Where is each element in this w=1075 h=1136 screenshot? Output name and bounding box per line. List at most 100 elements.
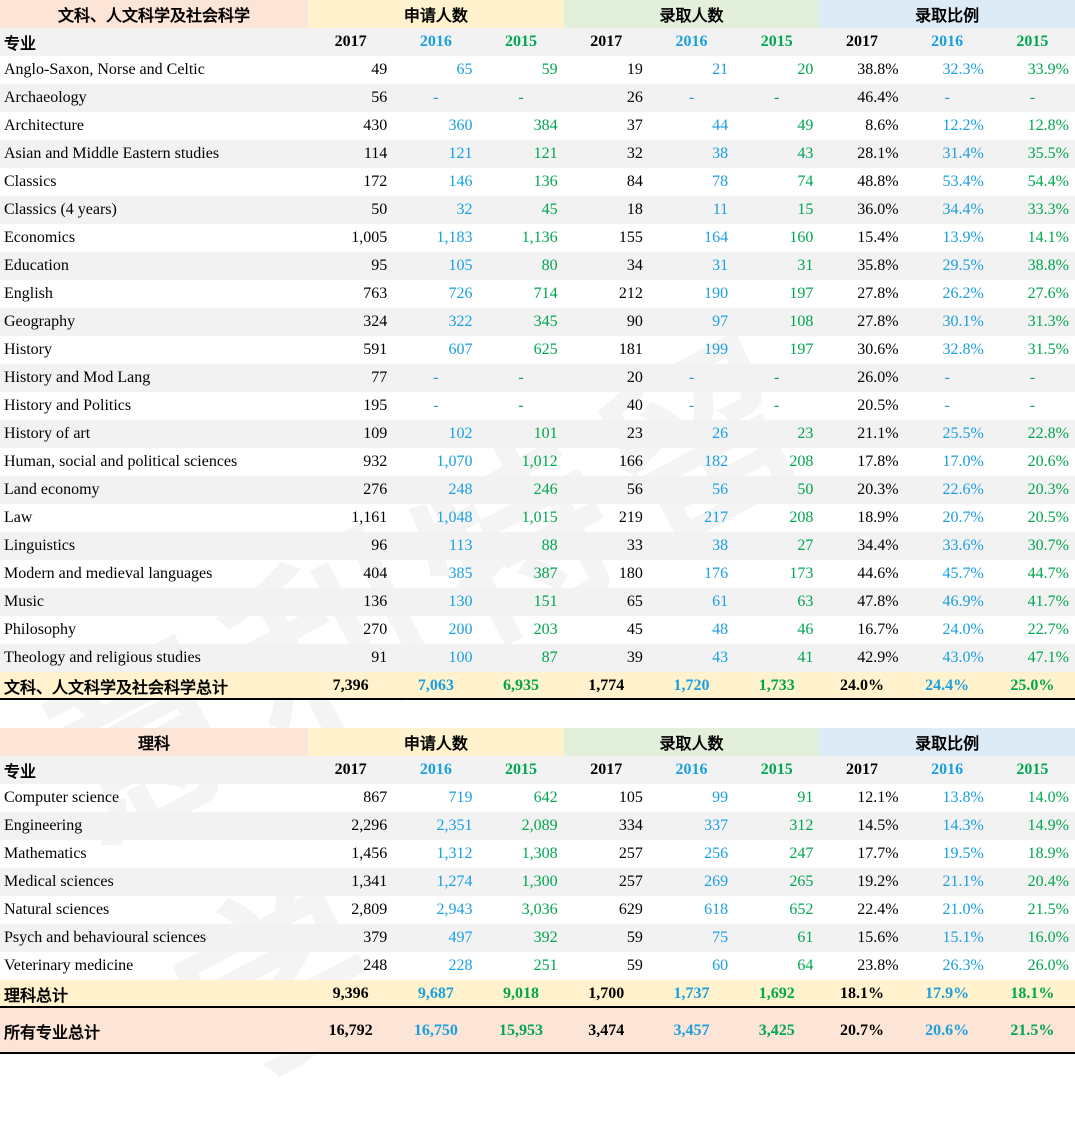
- data-cell: 48.8%: [857, 173, 899, 190]
- row-stripe: [0, 924, 1075, 952]
- data-cell: 33: [626, 537, 643, 554]
- data-cell: 65: [626, 593, 643, 610]
- data-cell: 31.3%: [1027, 313, 1069, 330]
- major-name: Philosophy: [4, 621, 77, 638]
- data-cell: 80: [541, 257, 558, 274]
- data-cell: 18: [626, 201, 643, 218]
- row-stripe: [0, 644, 1075, 672]
- data-cell: 197: [789, 285, 814, 302]
- data-cell: 56: [371, 89, 388, 106]
- data-cell: 219: [618, 509, 643, 526]
- major-name: Psych and behavioural sciences: [4, 929, 207, 946]
- major-name: Education: [4, 257, 69, 274]
- total-cell: 24.0%: [839, 677, 884, 694]
- year-label: 2017: [590, 33, 623, 50]
- data-cell: 56: [712, 481, 729, 498]
- data-cell: 38.8%: [1027, 257, 1069, 274]
- major-name: History and Politics: [4, 397, 132, 414]
- section-title: 文科、人文科学及社会科学: [57, 8, 250, 25]
- data-cell: 1,300: [521, 873, 558, 890]
- total-cell: 1,737: [673, 985, 710, 1002]
- total-cell: 1,720: [673, 677, 710, 694]
- data-cell: 20.3%: [857, 481, 899, 498]
- total-cell: 25.0%: [1010, 677, 1055, 694]
- row-stripe: [0, 364, 1075, 392]
- major-name: Linguistics: [4, 537, 76, 554]
- data-cell: 49: [797, 117, 814, 134]
- data-cell: 1,274: [436, 873, 473, 890]
- data-cell: 276: [363, 481, 388, 498]
- data-cell: 31: [712, 257, 729, 274]
- group-header: 申请人数: [403, 736, 468, 753]
- data-cell: 105: [448, 257, 473, 274]
- data-cell: -: [944, 369, 950, 386]
- data-cell: 180: [618, 565, 643, 582]
- total-border: [0, 1006, 1075, 1008]
- data-cell: -: [688, 369, 695, 386]
- year-label: 2015: [760, 761, 793, 778]
- data-cell: 12.8%: [1027, 117, 1069, 134]
- data-cell: 32: [456, 201, 473, 218]
- total-cell: 18.1%: [1010, 985, 1055, 1002]
- data-cell: 27: [797, 537, 814, 554]
- data-cell: 23: [797, 425, 814, 442]
- data-cell: 45.7%: [942, 565, 984, 582]
- total-bg: [0, 672, 1075, 700]
- data-cell: 38.8%: [857, 61, 899, 78]
- data-cell: 642: [533, 789, 558, 806]
- data-cell: 257: [618, 845, 643, 862]
- row-stripe: [0, 532, 1075, 560]
- year-label: 2017: [334, 33, 367, 50]
- major-name: Land economy: [4, 481, 100, 498]
- data-cell: 322: [448, 313, 473, 330]
- grand-total-cell: 16,750: [413, 1022, 458, 1039]
- data-cell: 618: [704, 901, 729, 918]
- data-cell: 63: [797, 593, 814, 610]
- data-cell: 404: [363, 565, 388, 582]
- data-cell: 932: [363, 453, 388, 470]
- data-cell: 21.1%: [942, 873, 984, 890]
- data-cell: 50: [797, 481, 814, 498]
- data-cell: 26.2%: [942, 285, 984, 302]
- data-cell: 21.5%: [1027, 901, 1069, 918]
- major-name: Classics: [4, 173, 57, 190]
- data-cell: 46: [797, 621, 814, 638]
- data-cell: 13.9%: [942, 229, 984, 246]
- data-cell: 33.3%: [1027, 201, 1069, 218]
- data-cell: 20.5%: [857, 397, 899, 414]
- year-label: 2016: [675, 761, 708, 778]
- data-cell: 23: [626, 425, 643, 442]
- data-cell: 105: [618, 789, 643, 806]
- data-cell: 44: [712, 117, 729, 134]
- data-cell: 130: [448, 593, 473, 610]
- data-cell: -: [1029, 397, 1036, 414]
- data-cell: 208: [789, 509, 814, 526]
- major-name: Computer science: [4, 789, 120, 806]
- major-name: Natural sciences: [4, 901, 110, 918]
- data-cell: 334: [618, 817, 643, 834]
- year-label: 2017: [845, 33, 878, 50]
- data-cell: -: [433, 397, 439, 414]
- data-cell: -: [774, 369, 780, 386]
- data-cell: 8.6%: [865, 117, 899, 134]
- data-cell: 151: [533, 593, 558, 610]
- group-header: 录取比例: [915, 8, 980, 25]
- data-cell: 38: [712, 145, 729, 162]
- data-cell: 77: [371, 369, 388, 386]
- data-cell: 14.3%: [942, 817, 984, 834]
- data-cell: 109: [363, 425, 388, 442]
- data-cell: 47.8%: [857, 593, 899, 610]
- row-stripe: [0, 84, 1075, 112]
- data-cell: 121: [533, 145, 558, 162]
- data-cell: 248: [448, 481, 473, 498]
- data-cell: 176: [704, 565, 729, 582]
- data-cell: 217: [704, 509, 729, 526]
- grand-total-label: 所有专业总计: [4, 1025, 101, 1042]
- data-cell: 17.7%: [857, 845, 899, 862]
- total-cell: 7,063: [417, 677, 454, 694]
- data-cell: 87: [541, 649, 558, 666]
- data-cell: 1,312: [436, 845, 473, 862]
- data-cell: 160: [789, 229, 814, 246]
- row-stripe: [0, 140, 1075, 168]
- data-cell: 19: [626, 61, 643, 78]
